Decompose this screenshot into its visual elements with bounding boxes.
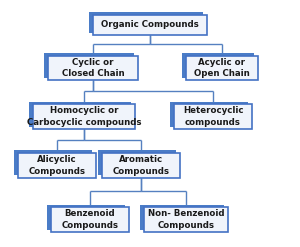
FancyBboxPatch shape bbox=[18, 153, 96, 178]
FancyBboxPatch shape bbox=[44, 53, 134, 78]
FancyBboxPatch shape bbox=[144, 207, 228, 232]
FancyBboxPatch shape bbox=[33, 104, 135, 129]
FancyBboxPatch shape bbox=[182, 53, 254, 78]
FancyBboxPatch shape bbox=[51, 207, 129, 232]
Text: Homocyclic or
Carbocyclic compounds: Homocyclic or Carbocyclic compounds bbox=[27, 106, 141, 127]
Text: Alicyclic
Compounds: Alicyclic Compounds bbox=[28, 155, 86, 176]
FancyBboxPatch shape bbox=[89, 12, 203, 33]
Text: Aromatic
Compounds: Aromatic Compounds bbox=[112, 155, 170, 176]
FancyBboxPatch shape bbox=[170, 102, 248, 127]
FancyBboxPatch shape bbox=[98, 150, 176, 175]
Text: Organic Compounds: Organic Compounds bbox=[101, 21, 199, 29]
FancyBboxPatch shape bbox=[14, 150, 92, 175]
FancyBboxPatch shape bbox=[93, 15, 207, 35]
FancyBboxPatch shape bbox=[140, 205, 224, 229]
FancyBboxPatch shape bbox=[186, 56, 258, 81]
FancyBboxPatch shape bbox=[174, 104, 252, 129]
Text: Cyclic or
Closed Chain: Cyclic or Closed Chain bbox=[62, 58, 124, 78]
FancyBboxPatch shape bbox=[29, 102, 131, 127]
Text: Acyclic or
Open Chain: Acyclic or Open Chain bbox=[194, 58, 250, 78]
FancyBboxPatch shape bbox=[48, 56, 138, 81]
FancyBboxPatch shape bbox=[102, 153, 180, 178]
FancyBboxPatch shape bbox=[47, 205, 125, 229]
Text: Benzenoid
Compounds: Benzenoid Compounds bbox=[61, 209, 118, 230]
Text: Heterocyclic
compounds: Heterocyclic compounds bbox=[183, 106, 243, 127]
Text: Non- Benzenoid
Compounds: Non- Benzenoid Compounds bbox=[148, 209, 224, 230]
